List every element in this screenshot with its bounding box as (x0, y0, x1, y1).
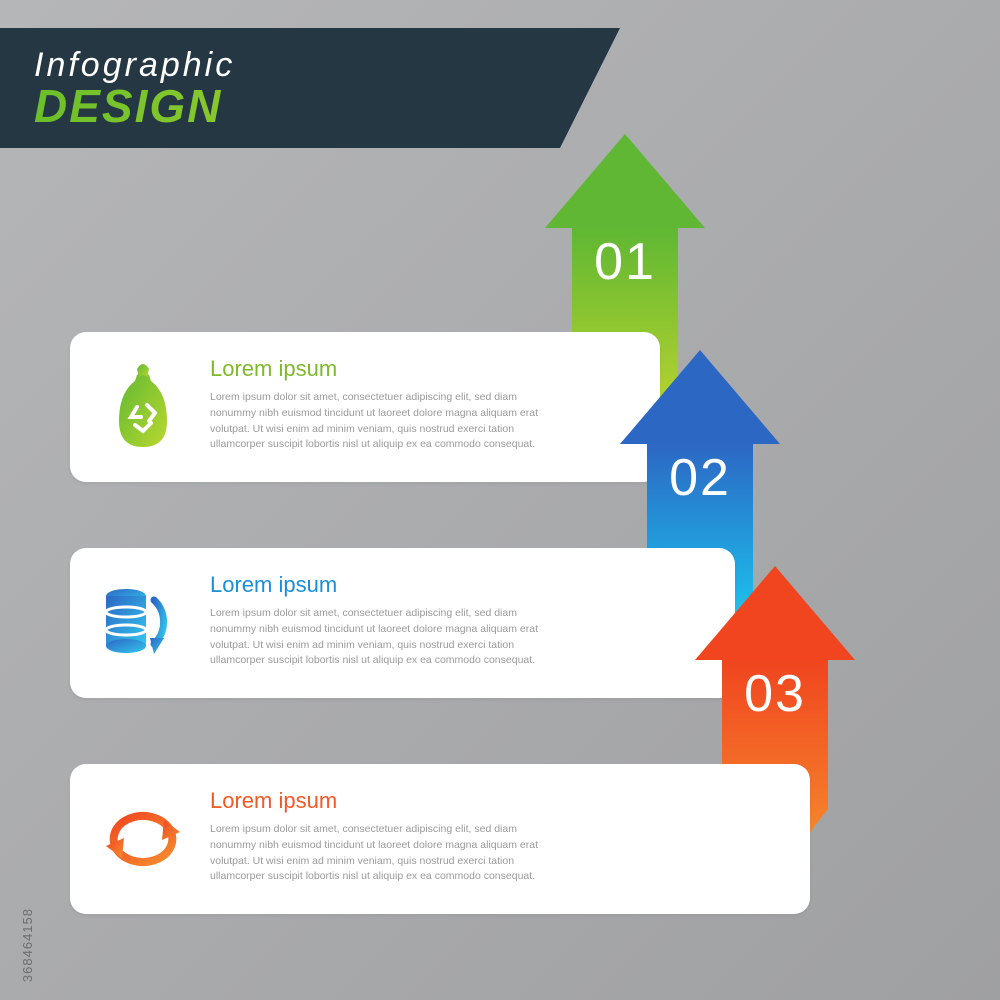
card-text: Lorem ipsum Lorem ipsum dolor sit amet, … (188, 572, 540, 669)
barrel-recycle-icon (98, 572, 188, 674)
recycle-bag-icon (98, 356, 188, 458)
step-number: 03 (744, 664, 806, 724)
arrow-head (545, 134, 705, 228)
card-title: Lorem ipsum (210, 356, 540, 382)
refresh-arrows-icon (98, 788, 188, 890)
header-title-line2: DESIGN (34, 79, 526, 133)
card-body: Lorem ipsum dolor sit amet, consectetuer… (210, 822, 540, 885)
info-card-2: Lorem ipsum Lorem ipsum dolor sit amet, … (70, 548, 735, 698)
card-title: Lorem ipsum (210, 572, 540, 598)
arrow-head (620, 350, 780, 444)
card-body: Lorem ipsum dolor sit amet, consectetuer… (210, 606, 540, 669)
card-text: Lorem ipsum Lorem ipsum dolor sit amet, … (188, 356, 540, 453)
step-number: 02 (669, 448, 731, 508)
info-card-3: Lorem ipsum Lorem ipsum dolor sit amet, … (70, 764, 810, 914)
step-number: 01 (594, 232, 656, 292)
card-title: Lorem ipsum (210, 788, 540, 814)
watermark-id: 368464158 (20, 908, 35, 982)
header-banner: Infographic DESIGN (0, 28, 560, 148)
arrow-head (695, 566, 855, 660)
card-body: Lorem ipsum dolor sit amet, consectetuer… (210, 390, 540, 453)
card-text: Lorem ipsum Lorem ipsum dolor sit amet, … (188, 788, 540, 885)
info-card-1: Lorem ipsum Lorem ipsum dolor sit amet, … (70, 332, 660, 482)
